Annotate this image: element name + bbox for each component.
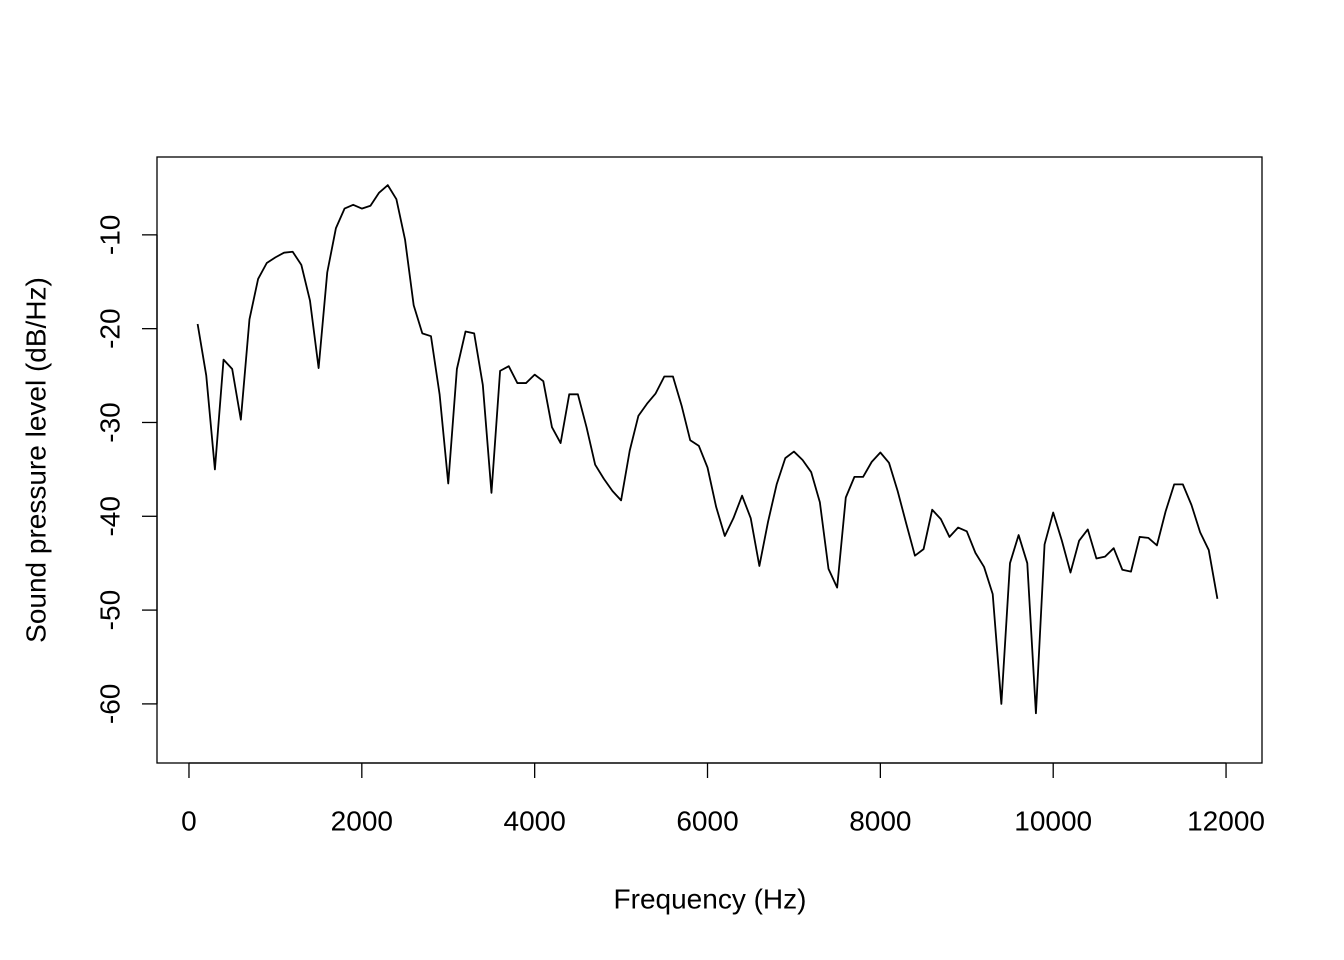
y-tick-label: -60	[94, 684, 125, 724]
x-tick-label: 4000	[504, 805, 566, 836]
x-axis-title: Frequency (Hz)	[614, 883, 807, 914]
y-tick-label: -30	[94, 402, 125, 442]
x-tick-label: 2000	[331, 805, 393, 836]
x-tick-label: 0	[181, 805, 197, 836]
data-line	[196, 184, 1219, 715]
y-tick-label: -40	[94, 496, 125, 536]
y-tick-label: -20	[94, 308, 125, 348]
y-axis-title: Sound pressure level (dB/Hz)	[20, 277, 51, 643]
y-tick-label: -50	[94, 590, 125, 630]
x-tick-label: 6000	[676, 805, 738, 836]
y-tick-label: -10	[94, 215, 125, 255]
plot-frame	[156, 156, 1263, 764]
x-tick-label: 12000	[1187, 805, 1265, 836]
x-tick-label: 10000	[1014, 805, 1092, 836]
x-tick-label: 8000	[849, 805, 911, 836]
